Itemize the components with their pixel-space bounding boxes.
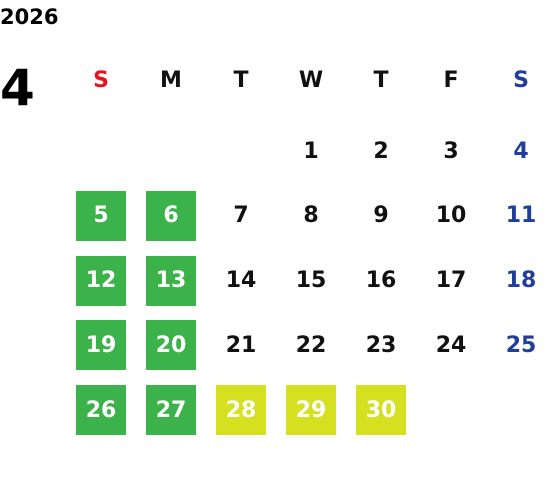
day-cell: 2 (373, 138, 389, 164)
day-cell: 28 (216, 385, 266, 436)
day-cell: 16 (365, 268, 397, 294)
day-cell: 1 (303, 138, 319, 164)
day-cell: 5 (76, 190, 126, 241)
day-cell: 8 (303, 203, 319, 229)
day-cell: 18 (505, 268, 537, 294)
day-cell: 29 (286, 385, 336, 436)
weekday-label: S (513, 67, 529, 93)
day-cell: 13 (146, 255, 196, 306)
day-cell: 25 (505, 332, 537, 358)
weekday-label: W (298, 67, 324, 93)
day-cell: 6 (146, 190, 196, 241)
day-cell: 11 (505, 203, 537, 229)
weekday-label: S (93, 67, 109, 93)
day-cell: 30 (356, 385, 406, 436)
day-cell: 17 (435, 268, 467, 294)
day-cell: 21 (225, 332, 257, 358)
day-cell: 10 (435, 203, 467, 229)
weekday-label: M (160, 67, 182, 93)
weekday-label: T (233, 67, 249, 93)
day-cell: 15 (295, 268, 327, 294)
day-cell: 12 (76, 255, 126, 306)
day-cell: 14 (225, 268, 257, 294)
year: 2026 (0, 5, 59, 29)
day-cell: 19 (76, 320, 126, 371)
month: 4 (0, 59, 35, 117)
day-cell: 20 (146, 320, 196, 371)
day-cell: 27 (146, 385, 196, 436)
day-cell: 3 (443, 138, 459, 164)
day-cell: 7 (233, 203, 249, 229)
weekday-label: F (443, 67, 459, 93)
day-cell: 9 (373, 203, 389, 229)
day-cell: 22 (295, 332, 327, 358)
day-cell: 23 (365, 332, 397, 358)
day-cell: 26 (76, 385, 126, 436)
weekday-label: T (373, 67, 389, 93)
day-cell: 4 (513, 138, 529, 164)
day-cell: 24 (435, 332, 467, 358)
